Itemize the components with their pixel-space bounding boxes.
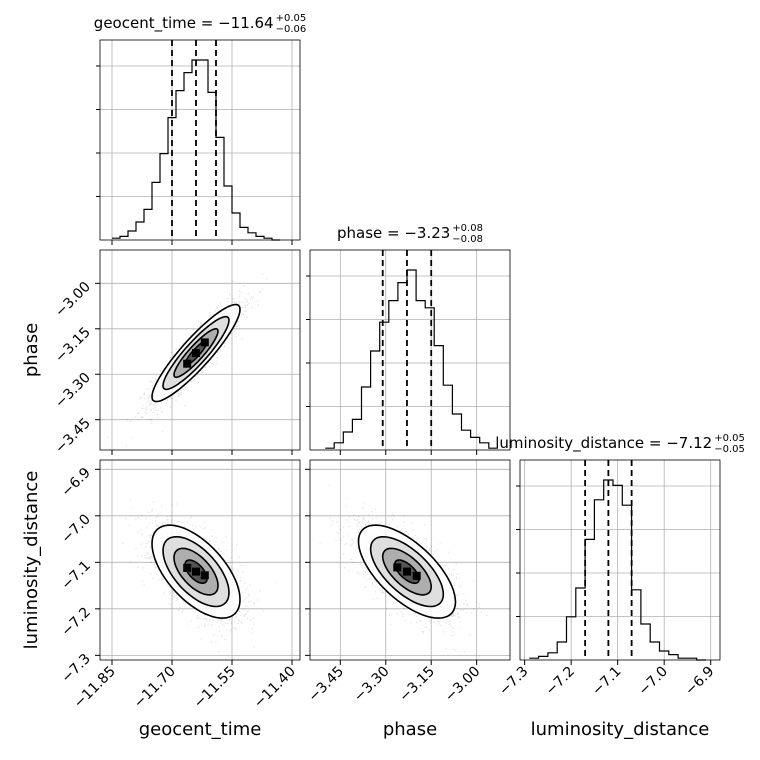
contour-line (369, 535, 445, 608)
panel-frame (309, 459, 511, 661)
panel-frame (99, 459, 301, 661)
contour-line (184, 559, 208, 585)
panel-background (100, 40, 300, 240)
panel-frame (519, 459, 721, 661)
x-tick-label: −11.55 (191, 664, 239, 712)
y-tick-label: −3.30 (52, 370, 94, 412)
y-tick-label: −3.00 (52, 279, 94, 321)
title-main: phase = −3.23 (337, 224, 450, 242)
x-tick-label: −11.70 (131, 664, 179, 712)
scatter-content (100, 250, 300, 450)
title-geocent_time: geocent_time = −11.64 +0.05−0.06 (94, 13, 306, 35)
density-peak (412, 571, 421, 580)
x-axis-label-luminosity_distance: luminosity_distance (531, 719, 710, 740)
contour-line (162, 535, 230, 608)
y-tick-label: −7.1 (58, 558, 93, 593)
diagonal-panel-phase (306, 249, 511, 451)
x-tick-label: −6.9 (682, 664, 717, 699)
y-tick-label: −3.45 (52, 415, 94, 457)
title-main: luminosity_distance = −7.12 (495, 434, 712, 453)
contour-line (357, 524, 457, 619)
y-tick-label: −6.9 (58, 465, 93, 500)
contour-line (151, 524, 241, 619)
x-tick-label: −7.3 (496, 664, 531, 699)
title-upper-error: +0.08 (452, 223, 483, 234)
title-lower-error: −0.06 (276, 24, 307, 35)
title-main: geocent_time = −11.64 (94, 14, 274, 33)
title-lower-error: −0.05 (714, 444, 745, 455)
title-luminosity_distance: luminosity_distance = −7.12 +0.05−0.05 (495, 433, 745, 455)
title-phase: phase = −3.23 +0.08−0.08 (337, 223, 483, 245)
diagonal-panel-geocent_time (96, 39, 301, 241)
density-peak (393, 563, 402, 572)
density-peak (200, 338, 209, 347)
density-peak (183, 359, 192, 368)
contour-line (173, 547, 219, 596)
panel-background (520, 460, 720, 660)
diagonal-panel-luminosity_distance (516, 459, 721, 661)
scatter-panel-geocent_time-luminosity_distance (99, 459, 301, 661)
y-tick-label: −3.15 (52, 324, 94, 366)
panel-frame (309, 249, 511, 451)
x-axis-label-phase: phase (383, 719, 437, 740)
density-peak (200, 571, 209, 580)
sample-points (122, 498, 277, 660)
density-peak (403, 567, 411, 576)
contour-line (162, 315, 230, 391)
histogram-step (112, 59, 280, 241)
y-axis-label-phase: phase (21, 323, 42, 377)
density-peak (192, 349, 200, 357)
x-tick-label: −3.30 (351, 664, 393, 706)
x-tick-label: −7.2 (543, 664, 578, 699)
histogram-step (529, 479, 706, 661)
contour-line (151, 303, 241, 403)
x-tick-label: −3.15 (396, 664, 438, 706)
panel-frame (99, 39, 301, 241)
scatter-panel-geocent_time-phase (99, 249, 301, 451)
panel-frame (99, 249, 301, 451)
x-tick-label: −11.40 (251, 664, 299, 712)
title-upper-error: +0.05 (276, 13, 307, 24)
y-tick-label: −7.2 (58, 604, 93, 639)
x-tick-label: −7.1 (589, 664, 624, 699)
y-tick-label: −7.3 (58, 651, 93, 686)
x-tick-label: −3.00 (442, 664, 484, 706)
scatter-content (310, 460, 510, 660)
x-tick-label: −3.45 (305, 664, 347, 706)
title-lower-error: −0.08 (452, 234, 483, 245)
contour-line (184, 340, 208, 366)
scatter-panel-phase-luminosity_distance (309, 459, 511, 661)
y-tick-label: −7.0 (58, 511, 93, 546)
contour-line (173, 327, 219, 379)
density-peak (192, 567, 200, 576)
title-upper-error: +0.05 (714, 433, 745, 444)
x-axis-label-geocent_time: geocent_time (139, 719, 262, 740)
x-tick-label: −7.0 (636, 664, 671, 699)
histogram-step (325, 269, 498, 449)
contour-line (393, 559, 420, 585)
contour-line (381, 547, 433, 596)
scatter-content (100, 460, 300, 660)
density-peak (183, 563, 192, 572)
y-axis-label-luminosity_distance: luminosity_distance (21, 471, 42, 650)
